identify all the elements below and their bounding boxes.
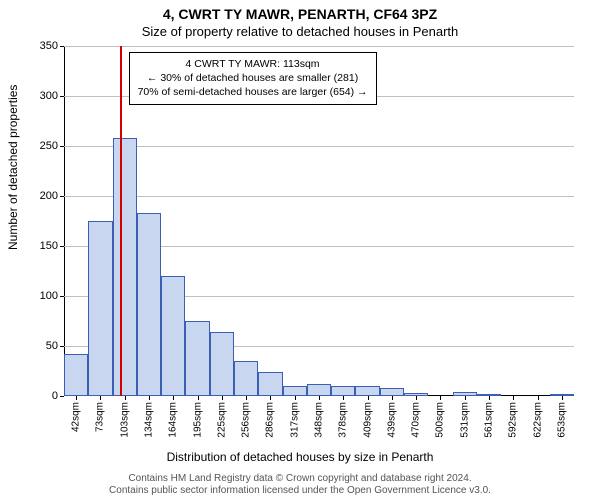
y-tick-label: 250 [40, 140, 58, 152]
y-tick-label: 350 [40, 40, 58, 52]
x-tick-label: 653sqm [556, 402, 567, 438]
x-tick [198, 396, 199, 400]
y-tick [60, 46, 64, 47]
x-tick-label: 103sqm [119, 402, 130, 438]
histogram-bar [88, 221, 112, 396]
annotation-line-3: 70% of semi-detached houses are larger (… [138, 85, 368, 99]
gridline [64, 196, 574, 197]
x-tick-label: 195sqm [192, 402, 203, 438]
x-tick-label: 317sqm [289, 402, 300, 438]
x-tick-label: 439sqm [386, 402, 397, 438]
annotation-line-2: ← 30% of detached houses are smaller (28… [138, 71, 368, 85]
footnote-2: Contains public sector information licen… [0, 485, 600, 496]
x-tick-label: 164sqm [168, 402, 179, 438]
gridline [64, 146, 574, 147]
x-tick [562, 396, 563, 400]
y-tick [60, 196, 64, 197]
x-tick [319, 396, 320, 400]
annotation-line-1: 4 CWRT TY MAWR: 113sqm [138, 57, 368, 71]
histogram-bar [258, 372, 282, 396]
y-tick-label: 150 [40, 240, 58, 252]
y-tick [60, 396, 64, 397]
histogram-bar [331, 386, 355, 396]
x-tick-label: 531sqm [459, 402, 470, 438]
reference-line [120, 46, 122, 396]
histogram-bar [64, 354, 88, 396]
x-tick [513, 396, 514, 400]
x-tick-label: 256sqm [241, 402, 252, 438]
x-tick-label: 592sqm [508, 402, 519, 438]
histogram-bar [355, 386, 379, 396]
x-tick [100, 396, 101, 400]
y-tick [60, 346, 64, 347]
x-tick [295, 396, 296, 400]
histogram-bar [307, 384, 331, 396]
histogram-bar [380, 388, 404, 396]
histogram-bar [185, 321, 209, 396]
x-tick [246, 396, 247, 400]
x-tick [343, 396, 344, 400]
x-tick [76, 396, 77, 400]
y-tick-label: 100 [40, 290, 58, 302]
y-tick-label: 200 [40, 190, 58, 202]
y-tick [60, 96, 64, 97]
x-tick-label: 42sqm [71, 402, 82, 432]
x-axis-label: Distribution of detached houses by size … [0, 450, 600, 464]
x-tick-label: 622sqm [532, 402, 543, 438]
footnote-1: Contains HM Land Registry data © Crown c… [0, 473, 600, 484]
x-tick [440, 396, 441, 400]
x-tick-label: 134sqm [144, 402, 155, 438]
x-tick-label: 561sqm [484, 402, 495, 438]
y-tick [60, 246, 64, 247]
y-axis-label: Number of detached properties [6, 85, 20, 250]
y-tick [60, 146, 64, 147]
x-tick [538, 396, 539, 400]
x-tick [173, 396, 174, 400]
x-tick [270, 396, 271, 400]
y-axis [64, 46, 65, 396]
x-tick-label: 286sqm [265, 402, 276, 438]
histogram-bar [137, 213, 161, 396]
y-tick-label: 0 [52, 390, 58, 402]
x-tick [222, 396, 223, 400]
x-tick [125, 396, 126, 400]
x-tick-label: 225sqm [216, 402, 227, 438]
x-tick-label: 73sqm [95, 402, 106, 432]
x-tick [392, 396, 393, 400]
x-tick [416, 396, 417, 400]
chart-subtitle: Size of property relative to detached ho… [0, 24, 600, 39]
plot-area: 05010015020025030035042sqm73sqm103sqm134… [64, 46, 574, 396]
histogram-bar [161, 276, 185, 396]
y-tick-label: 300 [40, 90, 58, 102]
x-tick-label: 348sqm [314, 402, 325, 438]
x-tick [465, 396, 466, 400]
gridline [64, 46, 574, 47]
x-tick [489, 396, 490, 400]
x-tick-label: 409sqm [362, 402, 373, 438]
histogram-bar [283, 386, 307, 396]
histogram-bar [210, 332, 234, 396]
x-tick-label: 378sqm [338, 402, 349, 438]
annotation-box: 4 CWRT TY MAWR: 113sqm← 30% of detached … [129, 52, 377, 105]
chart-title: 4, CWRT TY MAWR, PENARTH, CF64 3PZ [0, 6, 600, 22]
y-tick [60, 296, 64, 297]
x-tick-label: 500sqm [435, 402, 446, 438]
y-tick-label: 50 [46, 340, 58, 352]
x-tick-label: 470sqm [411, 402, 422, 438]
histogram-bar [234, 361, 258, 396]
x-tick [368, 396, 369, 400]
histogram-bar [113, 138, 137, 396]
x-tick [149, 396, 150, 400]
